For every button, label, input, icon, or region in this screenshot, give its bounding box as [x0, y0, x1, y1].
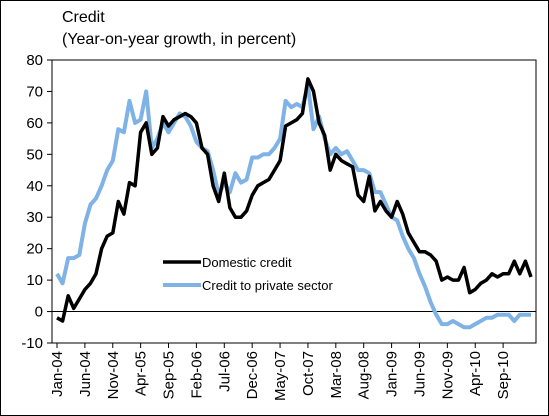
y-tick-label: 0 [35, 304, 43, 321]
x-tick-label: Apr-10 [467, 351, 484, 396]
y-tick-label: 40 [26, 178, 43, 195]
x-tick-label: Jun-09 [411, 351, 428, 397]
x-tick-label: Nov-04 [105, 351, 122, 399]
y-tick-label: 20 [26, 241, 43, 258]
x-tick-label: Jan-04 [49, 351, 66, 397]
legend-label: Credit to private sector [202, 278, 333, 293]
x-tick-label: May-07 [272, 351, 289, 401]
chart-subtitle: (Year-on-year growth, in percent) [62, 31, 297, 48]
x-tick-label: Dec-06 [244, 351, 261, 399]
plot-area [51, 59, 537, 344]
x-tick-label: Jan-09 [384, 351, 401, 397]
y-tick-label: 70 [26, 83, 43, 100]
x-tick-label: Oct-07 [300, 351, 317, 396]
x-tick-label: Jul-06 [216, 351, 233, 392]
y-tick-label: -10 [21, 335, 43, 352]
x-tick-label: Nov-09 [439, 351, 456, 399]
y-tick-label: 10 [26, 272, 43, 289]
x-tick-label: Sep-10 [495, 351, 512, 399]
y-tick-label: 80 [26, 52, 43, 69]
y-tick-label: 50 [26, 146, 43, 163]
series-domestic-credit-line [56, 77, 533, 323]
y-tick-label: 30 [26, 209, 43, 226]
x-tick-label: Feb-06 [188, 351, 205, 399]
x-tick-label: Jun-04 [77, 351, 94, 397]
x-tick-label: Sep-05 [161, 351, 178, 399]
y-tick-label: 60 [26, 115, 43, 132]
legend-label: Domestic credit [202, 255, 292, 270]
x-tick-label: Apr-05 [133, 351, 150, 396]
chart-title: Credit [62, 9, 105, 26]
x-tick-label: Aug-08 [356, 351, 373, 399]
x-tick-label: Mar-08 [328, 351, 345, 399]
series-private-credit-line [55, 83, 531, 330]
